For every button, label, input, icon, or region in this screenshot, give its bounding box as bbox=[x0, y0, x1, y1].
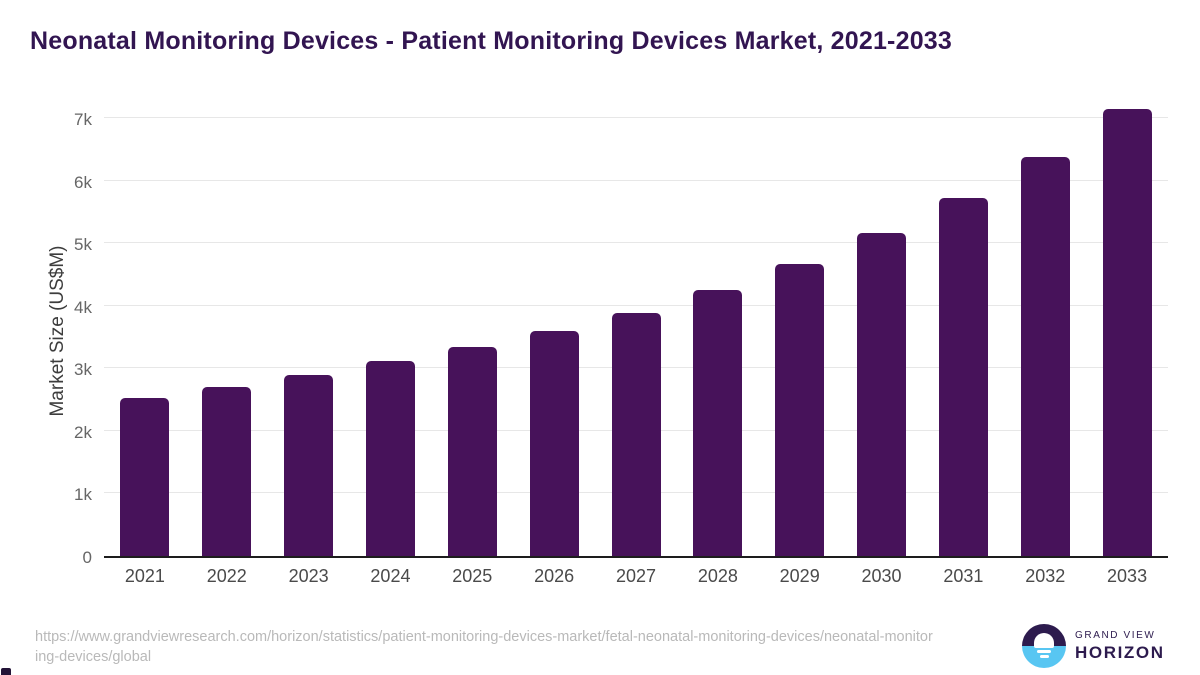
x-tick-label: 2021 bbox=[124, 566, 165, 586]
bar-2025[interactable] bbox=[447, 347, 497, 556]
x-tick-label: 2028 bbox=[697, 566, 738, 586]
wave-line-shape bbox=[1037, 650, 1051, 653]
y-axis-title: Market Size (US$M) bbox=[47, 245, 68, 417]
y-tick-label: 5k bbox=[74, 235, 92, 255]
x-tick-label: 2033 bbox=[1107, 566, 1148, 586]
x-tick-label: 2022 bbox=[206, 566, 247, 586]
x-tick-label: 2025 bbox=[452, 566, 493, 586]
bar-2024[interactable] bbox=[365, 360, 415, 556]
y-tick-label: 7k bbox=[74, 110, 92, 130]
x-tick-label: 2029 bbox=[779, 566, 820, 586]
gridline bbox=[104, 242, 1168, 244]
x-tick-label: 2030 bbox=[861, 566, 902, 586]
bar-2022[interactable] bbox=[202, 387, 252, 556]
x-tick-label: 2032 bbox=[1025, 566, 1066, 586]
bar-2023[interactable] bbox=[284, 375, 334, 556]
screen-edge-artifact bbox=[1, 668, 11, 675]
x-tick-label: 2024 bbox=[370, 566, 411, 586]
wave-line-shape bbox=[1039, 655, 1049, 658]
x-tick-label: 2031 bbox=[943, 566, 984, 586]
bar-2029[interactable] bbox=[775, 264, 825, 556]
chart-title: Neonatal Monitoring Devices - Patient Mo… bbox=[30, 27, 953, 55]
gridline bbox=[104, 304, 1168, 306]
grand-view-horizon-logo: GRAND VIEW HORIZON bbox=[1022, 624, 1165, 668]
bar-2026[interactable] bbox=[529, 331, 579, 556]
bar-2033[interactable] bbox=[1102, 109, 1152, 556]
bar-2031[interactable] bbox=[938, 198, 988, 556]
bar-2021[interactable] bbox=[120, 397, 170, 556]
gridline bbox=[104, 179, 1168, 181]
logo-horizon-text: HORIZON bbox=[1075, 642, 1165, 662]
x-tick-label: 2023 bbox=[288, 566, 329, 586]
bar-2027[interactable] bbox=[611, 312, 661, 556]
y-tick-label: 1k bbox=[74, 485, 92, 505]
bar-2032[interactable] bbox=[1020, 157, 1070, 556]
y-tick-label: 0 bbox=[82, 548, 92, 567]
logo-text: GRAND VIEW HORIZON bbox=[1075, 630, 1165, 663]
x-tick-label: 2027 bbox=[615, 566, 656, 586]
bar-2030[interactable] bbox=[857, 233, 907, 556]
x-tick-label: 2026 bbox=[534, 566, 575, 586]
y-tick-label: 6k bbox=[74, 172, 92, 192]
source-url: https://www.grandviewresearch.com/horizo… bbox=[35, 629, 933, 665]
y-tick-label: 2k bbox=[74, 422, 92, 442]
y-tick-label: 4k bbox=[74, 297, 92, 317]
sun-dome-shape bbox=[1034, 633, 1054, 648]
plot-area bbox=[104, 100, 1168, 558]
y-tick-label: 3k bbox=[74, 360, 92, 380]
horizon-sunrise-icon bbox=[1022, 624, 1066, 668]
logo-grand-view-text: GRAND VIEW bbox=[1075, 629, 1156, 641]
bar-2028[interactable] bbox=[693, 290, 743, 556]
gridline bbox=[104, 117, 1168, 119]
